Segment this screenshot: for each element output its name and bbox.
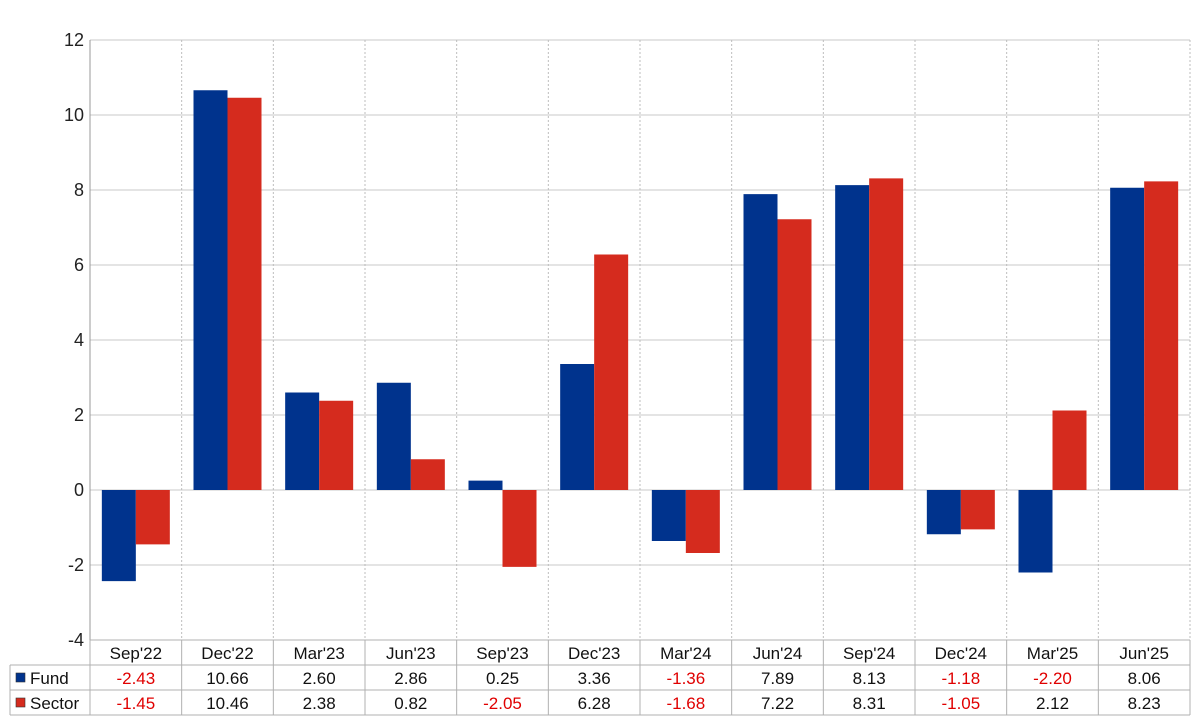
legend-swatch-sector [15,697,26,708]
legend-swatch-fund [15,672,26,683]
table-cell-fund: 7.89 [761,669,794,688]
bar-sector [1144,181,1179,490]
series-label-sector: Sector [30,694,79,713]
bar-fund [285,392,320,490]
table-cell-sector: 6.28 [578,694,611,713]
bar-fund [560,364,595,490]
table-cell-sector: -1.45 [116,694,155,713]
table-cell-fund: 8.06 [1128,669,1161,688]
bar-fund [101,490,136,582]
table-cell-sector: 0.82 [394,694,427,713]
grid-lines [89,39,1191,641]
table-cell-sector: 2.38 [303,694,336,713]
table-cell-sector: 2.12 [1036,694,1069,713]
bar-fund [468,480,503,490]
table-cell-sector: 10.46 [206,694,249,713]
bar-fund [743,194,778,490]
category-label: Mar'23 [293,644,344,663]
bar-sector [319,400,354,490]
table-cell-sector: -1.05 [941,694,980,713]
bar-sector [227,97,262,490]
table-cell-fund: -1.36 [666,669,705,688]
table-cell-fund: 8.13 [853,669,886,688]
bar-sector [135,490,170,545]
table-cell-fund: 2.60 [303,669,336,688]
series-label-fund: Fund [30,669,69,688]
category-label: Sep'22 [110,644,162,663]
bar-sector [869,178,904,490]
table-cell-sector: -2.05 [483,694,522,713]
y-tick-label: 8 [74,180,84,200]
bar-sector [594,254,629,490]
category-label: Dec'22 [201,644,253,663]
bar-sector [1052,410,1087,490]
category-label: Sep'24 [843,644,895,663]
bar-fund [651,490,686,541]
bar-fund [376,382,411,490]
y-tick-label: 0 [74,480,84,500]
category-label: Dec'23 [568,644,620,663]
category-label: Sep'23 [476,644,528,663]
bar-fund [1018,490,1053,573]
category-label: Mar'24 [660,644,711,663]
y-tick-label: 6 [74,255,84,275]
bar-sector [502,490,537,567]
table-cell-fund: 10.66 [206,669,249,688]
y-tick-label: 2 [74,405,84,425]
bar-fund [193,90,228,490]
table-cell-sector: -1.68 [666,694,705,713]
category-label: Dec'24 [935,644,987,663]
table-cell-fund: -1.18 [941,669,980,688]
y-tick-label: 4 [74,330,84,350]
y-tick-label: -4 [68,630,84,650]
y-tick-label: -2 [68,555,84,575]
table-cell-fund: 0.25 [486,669,519,688]
table-cell-fund: -2.43 [116,669,155,688]
y-axis: 12 10 8 6 4 2 0 -2 -4 [64,30,91,650]
bar-sector [777,219,812,490]
bar-sector [960,490,995,530]
category-label: Mar'25 [1027,644,1078,663]
table-cell-sector: 8.23 [1128,694,1161,713]
bar-fund [1110,187,1145,490]
y-tick-label: 12 [64,30,84,50]
data-table: Sep'22 Dec'22 Mar'23 Jun'23 Sep'23 Dec'23 Mar'… [9,639,1191,716]
table-cell-sector: 7.22 [761,694,794,713]
table-cell-fund: -2.20 [1033,669,1072,688]
bar-fund [926,490,961,535]
table-cell-fund: 3.36 [578,669,611,688]
y-tick-label: 10 [64,105,84,125]
table-cell-fund: 2.86 [394,669,427,688]
bar-sector [410,459,445,490]
category-label: Jun'23 [386,644,436,663]
bar-series [101,90,1179,582]
category-label: Jun'24 [753,644,803,663]
category-label: Jun'25 [1119,644,1169,663]
bar-sector [685,490,720,553]
table-cell-sector: 8.31 [853,694,886,713]
bar-fund [835,185,870,490]
